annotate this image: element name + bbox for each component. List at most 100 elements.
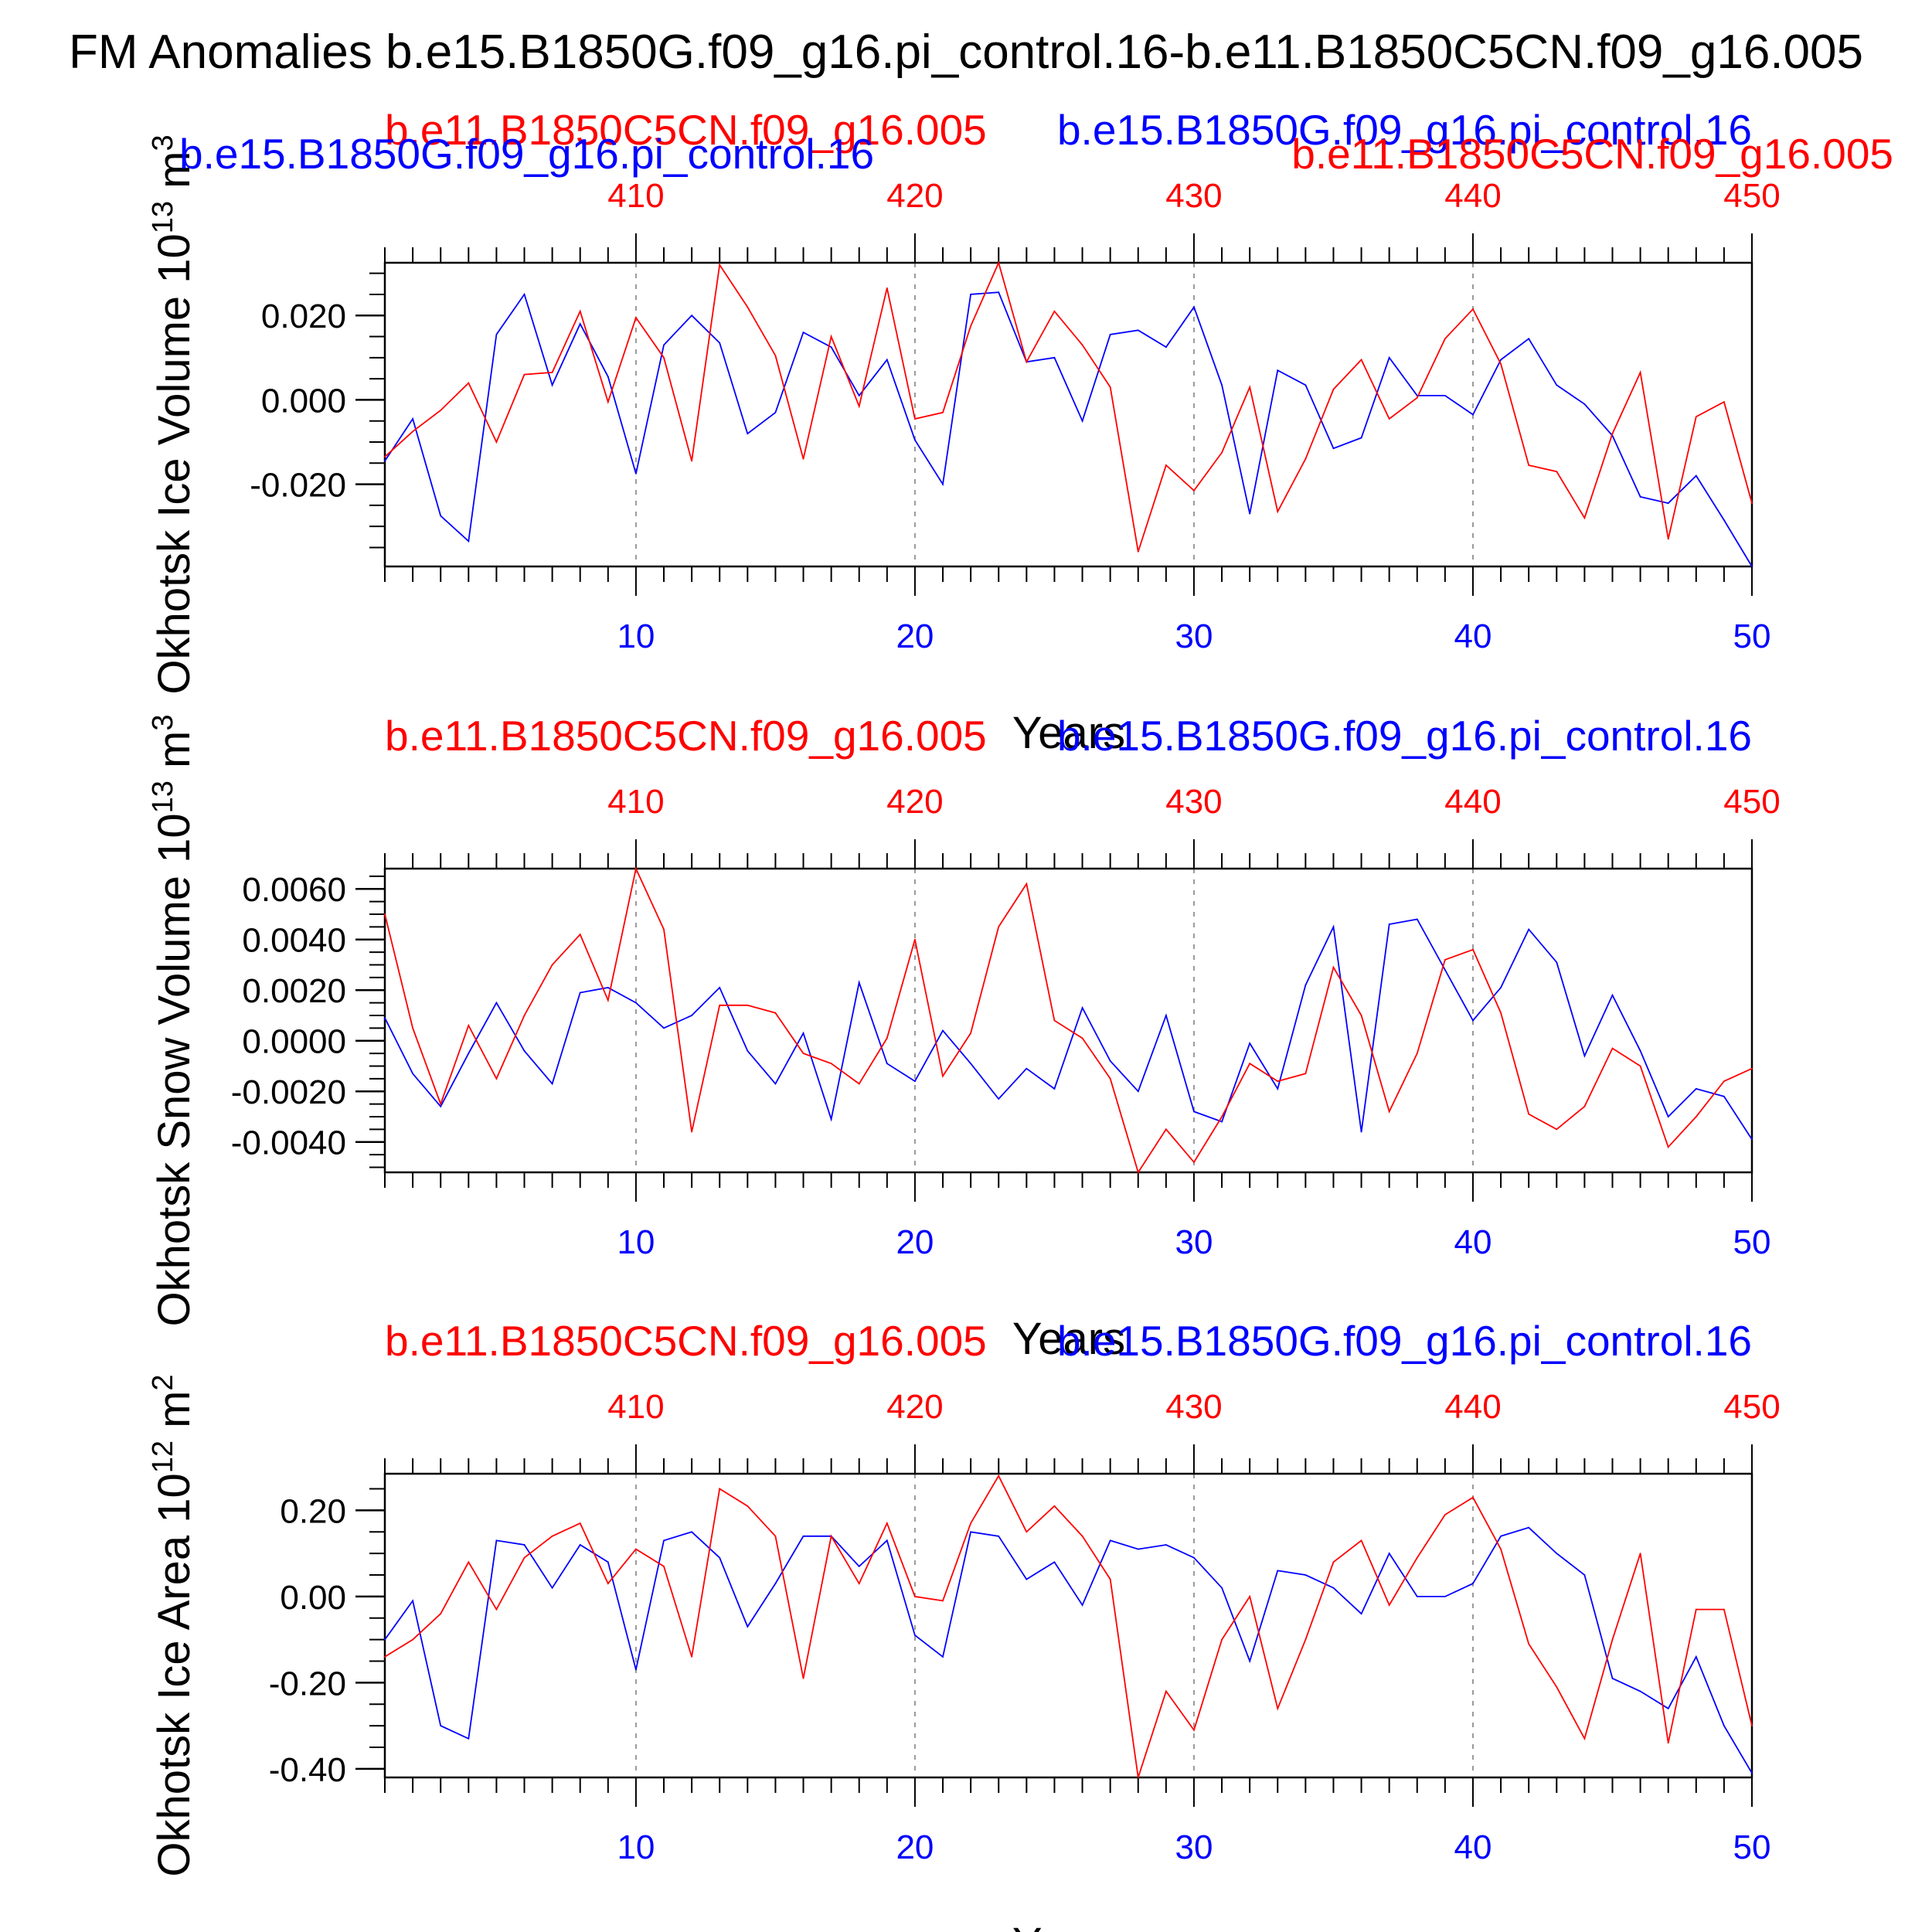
data-point xyxy=(1304,1574,1307,1576)
data-point xyxy=(1751,502,1753,505)
data-point xyxy=(1193,1111,1195,1113)
data-point xyxy=(942,1600,944,1602)
series-line xyxy=(384,1526,1753,1774)
data-point xyxy=(1388,1604,1390,1606)
top-left-run-label: b.e11.B1850C5CN.f09_g16.005 xyxy=(385,106,987,154)
data-point xyxy=(774,1012,777,1014)
data-point xyxy=(1081,420,1083,422)
data-point xyxy=(1221,1116,1223,1117)
data-point xyxy=(1556,961,1558,964)
data-point xyxy=(1193,1729,1195,1731)
data-point xyxy=(1416,1595,1418,1597)
data-point xyxy=(1304,984,1307,986)
data-point xyxy=(1360,1015,1362,1016)
data-point xyxy=(1137,1777,1139,1778)
data-point xyxy=(1639,1690,1641,1692)
data-point xyxy=(1695,1656,1697,1658)
x-bottom-tick-label: 10 xyxy=(617,617,655,655)
data-point xyxy=(1556,471,1558,473)
data-point xyxy=(635,1668,637,1671)
data-point xyxy=(468,382,470,384)
data-point xyxy=(440,515,442,517)
data-point xyxy=(1444,395,1446,396)
data-point xyxy=(1165,1690,1167,1692)
data-point xyxy=(1500,1548,1502,1550)
data-point xyxy=(774,1535,777,1537)
data-point xyxy=(1249,386,1251,388)
y-tick-label: -0.020 xyxy=(250,467,346,505)
x-top-tick-label: 430 xyxy=(1165,177,1222,215)
data-point xyxy=(1221,1638,1223,1641)
data-point xyxy=(1165,1128,1167,1131)
data-point xyxy=(579,934,581,936)
data-point xyxy=(1249,1043,1251,1044)
data-point xyxy=(719,1488,721,1490)
y-tick-label: -0.0020 xyxy=(231,1073,346,1111)
top-right-run-label: b.e15.B1850G.f09_g16.pi_control.16 xyxy=(1057,712,1752,760)
data-point xyxy=(523,294,526,295)
data-point xyxy=(1667,1146,1669,1148)
data-point xyxy=(1500,987,1502,988)
data-point xyxy=(1583,1055,1586,1057)
data-point xyxy=(1360,359,1362,361)
data-point xyxy=(440,1103,442,1105)
data-point xyxy=(579,310,581,312)
data-point xyxy=(970,1531,972,1533)
data-point xyxy=(412,418,414,420)
data-point xyxy=(886,1539,888,1542)
series-line xyxy=(384,291,1753,567)
data-point xyxy=(802,457,804,460)
data-point xyxy=(468,1053,470,1054)
data-point xyxy=(1472,308,1474,310)
data-point xyxy=(802,1032,804,1034)
data-point xyxy=(384,1638,386,1641)
data-point xyxy=(942,483,944,485)
data-point xyxy=(1137,329,1139,332)
data-point xyxy=(607,376,609,378)
data-point xyxy=(663,1539,665,1542)
x-bottom-tick-label: 40 xyxy=(1454,1223,1492,1261)
data-point xyxy=(1249,1595,1251,1597)
data-point xyxy=(1556,1553,1558,1555)
data-point xyxy=(886,359,888,361)
data-point xyxy=(1695,474,1697,477)
top-left-run-label: b.e11.B1850C5CN.f09_g16.005 xyxy=(385,712,987,760)
data-point xyxy=(1165,1015,1167,1016)
data-point xyxy=(1277,511,1279,512)
data-point xyxy=(1137,1090,1139,1093)
data-point xyxy=(1639,1065,1641,1067)
data-point xyxy=(1388,356,1390,359)
data-point xyxy=(1556,1128,1558,1131)
x-bottom-tick-label: 20 xyxy=(896,1223,934,1261)
data-point xyxy=(384,913,386,915)
data-point xyxy=(858,1565,860,1567)
data-point xyxy=(1695,1116,1697,1117)
x-axis-title: Years xyxy=(1012,1314,1125,1364)
x-bottom-tick-label: 30 xyxy=(1175,617,1213,655)
data-point xyxy=(1500,363,1502,365)
data-point xyxy=(1583,1574,1586,1576)
data-point xyxy=(1081,1604,1083,1606)
data-point xyxy=(468,1737,470,1740)
data-point xyxy=(1667,538,1669,540)
y-tick-label: 0.0020 xyxy=(242,972,346,1010)
data-point xyxy=(691,315,693,317)
data-point xyxy=(998,1535,1000,1537)
data-point xyxy=(1583,1105,1586,1107)
data-point xyxy=(1277,1570,1279,1572)
data-point xyxy=(1304,384,1307,386)
data-point xyxy=(1416,1053,1418,1054)
data-point xyxy=(1639,1553,1641,1555)
y-tick-label: 0.0060 xyxy=(242,871,346,909)
data-point xyxy=(1723,1725,1725,1727)
data-point xyxy=(858,1583,860,1585)
data-point xyxy=(1332,388,1335,390)
data-point xyxy=(1193,1556,1195,1559)
data-point xyxy=(663,1027,665,1029)
data-point xyxy=(1193,306,1195,308)
data-point xyxy=(1611,994,1614,996)
x-bottom-tick-label: 50 xyxy=(1733,617,1771,655)
data-point xyxy=(1277,1088,1279,1090)
data-point xyxy=(1137,1172,1139,1173)
